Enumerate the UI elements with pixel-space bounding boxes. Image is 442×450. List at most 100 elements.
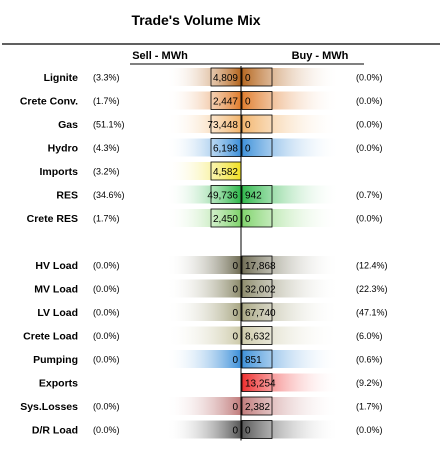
sell-percent-gas: (51.1%) [93, 120, 125, 130]
row-label-hydro: Hydro [48, 143, 78, 155]
buy-value-box-pumping [241, 349, 273, 369]
sell-bar-mv-load [166, 279, 241, 298]
buy-value-sys-losses: 2,382 [245, 402, 270, 413]
row-label-crete-res: Crete RES [27, 213, 78, 225]
sell-bar-crete-conv [166, 91, 241, 110]
buy-percent-mv-load: (22.3%) [356, 284, 388, 294]
sell-percent-hv-load: (0.0%) [93, 261, 120, 271]
buy-bar-pumping [241, 350, 340, 368]
sell-percent-d-r-load: (0.0%) [93, 425, 120, 435]
sell-bar-res [166, 185, 241, 204]
sell-value-crete-load: 0 [232, 332, 238, 343]
buy-value-box-hv-load [241, 255, 273, 275]
buy-bar-lignite [241, 68, 340, 86]
buy-bar-hydro [241, 138, 340, 157]
sell-value-d-r-load: 0 [232, 426, 238, 437]
sell-bar-sys-losses [166, 397, 241, 415]
row-label-lignite: Lignite [44, 72, 79, 84]
row-label-gas: Gas [58, 119, 78, 131]
row-label-hv-load: HV Load [35, 260, 78, 272]
buy-percent-lignite: (0.0%) [356, 73, 383, 83]
row-label-d-r-load: D/R Load [32, 425, 78, 437]
buy-percent-crete-load: (6.0%) [356, 331, 383, 341]
buy-bar-sys-losses [241, 397, 340, 415]
buy-value-gas: 0 [245, 120, 251, 131]
buy-value-box-hydro [241, 138, 273, 157]
sell-bar-crete-res [166, 209, 241, 227]
sell-value-res: 49,736 [207, 191, 238, 202]
buy-percent-sys-losses: (1.7%) [356, 402, 383, 412]
buy-value-box-crete-load [241, 326, 273, 345]
sell-percent-sys-losses: (0.0%) [93, 402, 120, 412]
buy-bar-res [241, 185, 340, 204]
buy-value-crete-res: 0 [245, 214, 251, 225]
buy-value-res: 942 [245, 191, 262, 202]
sell-value-gas: 73,448 [207, 120, 238, 131]
chart-title: Trade's Volume Mix [131, 12, 260, 28]
sell-bar-hydro [166, 138, 241, 157]
sell-value-hydro: 6,198 [213, 144, 238, 155]
row-label-imports: Imports [39, 166, 78, 178]
buy-value-box-gas [241, 114, 273, 134]
buy-value-box-sys-losses [241, 396, 273, 416]
buy-percent-hydro: (0.0%) [356, 143, 383, 153]
buy-percent-pumping: (0.6%) [356, 355, 383, 365]
sell-value-lignite: 4,809 [213, 73, 238, 84]
buy-value-d-r-load: 0 [245, 426, 251, 437]
sell-value-crete-conv: 2,447 [213, 97, 238, 108]
buy-value-box-res [241, 185, 273, 204]
buy-bar-crete-conv [241, 91, 340, 110]
sell-bar-lv-load [166, 303, 241, 321]
buy-value-box-crete-res [241, 208, 273, 228]
chart-rows: Lignite (3.3%) 4,809 0 (0.0%) Crete Conv. (1.7… [20, 67, 388, 439]
buy-value-box-exports [241, 373, 273, 392]
sell-percent-crete-res: (1.7%) [93, 214, 120, 224]
buy-value-pumping: 851 [245, 355, 262, 366]
row-label-res: RES [56, 190, 78, 202]
sell-percent-crete-load: (0.0%) [93, 331, 120, 341]
sell-column-header: Sell - MWh [132, 50, 188, 62]
sell-percent-mv-load: (0.0%) [93, 284, 120, 294]
buy-bar-crete-load [241, 326, 340, 345]
buy-value-box-mv-load [241, 279, 273, 298]
buy-value-lv-load: 67,740 [245, 308, 276, 319]
buy-value-box-crete-conv [241, 91, 273, 110]
sell-bar-lignite [166, 68, 241, 86]
sell-value-pumping: 0 [232, 355, 238, 366]
buy-percent-exports: (9.2%) [356, 378, 383, 388]
buy-value-mv-load: 32,002 [245, 285, 276, 296]
buy-percent-gas: (0.0%) [356, 120, 383, 130]
buy-bar-d-r-load [241, 420, 340, 439]
sell-value-mv-load: 0 [232, 285, 238, 296]
sell-bar-hv-load [166, 256, 241, 274]
buy-value-exports: 13,254 [245, 379, 276, 390]
buy-value-box-d-r-load [241, 420, 273, 439]
buy-bar-crete-res [241, 209, 340, 227]
sell-percent-lv-load: (0.0%) [93, 308, 120, 318]
sell-bar-imports [166, 162, 241, 180]
buy-bar-gas [241, 115, 340, 133]
row-label-sys-losses: Sys.Losses [20, 401, 78, 413]
row-label-exports: Exports [39, 378, 78, 390]
sell-value-lv-load: 0 [232, 308, 238, 319]
sell-percent-pumping: (0.0%) [93, 355, 120, 365]
sell-percent-imports: (3.2%) [93, 167, 120, 177]
buy-bar-hv-load [241, 256, 340, 274]
sell-percent-lignite: (3.3%) [93, 73, 120, 83]
buy-value-hv-load: 17,868 [245, 261, 276, 272]
row-label-crete-conv: Crete Conv. [20, 96, 78, 108]
row-label-lv-load: LV Load [37, 307, 78, 319]
sell-value-crete-res: 2,450 [213, 214, 238, 225]
row-label-mv-load: MV Load [34, 284, 78, 296]
sell-percent-hydro: (4.3%) [93, 143, 120, 153]
buy-percent-crete-conv: (0.0%) [356, 96, 383, 106]
sell-bar-pumping [166, 350, 241, 368]
buy-percent-lv-load: (47.1%) [356, 308, 388, 318]
row-label-pumping: Pumping [33, 354, 78, 366]
buy-value-hydro: 0 [245, 144, 251, 155]
sell-bar-crete-load [166, 326, 241, 345]
sell-percent-crete-conv: (1.7%) [93, 96, 120, 106]
row-label-crete-load: Crete Load [23, 331, 78, 343]
